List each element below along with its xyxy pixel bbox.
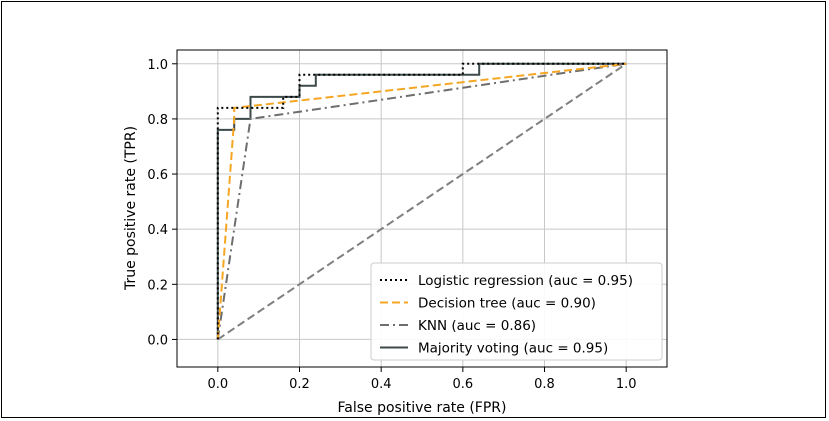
y-tick-label: 0.4 xyxy=(147,223,168,238)
legend-label: Majority voting (auc = 0.95) xyxy=(418,341,608,357)
x-tick-label: 0.2 xyxy=(289,377,310,392)
y-axis-label: True positive rate (TPR) xyxy=(123,126,139,291)
series-layer xyxy=(216,62,627,341)
x-tick-label: 0.6 xyxy=(452,377,473,392)
legend-label: Decision tree (auc = 0.90) xyxy=(418,296,596,312)
y-tick-label: 1.0 xyxy=(147,58,168,73)
y-tick-label: 0.6 xyxy=(147,168,168,183)
y-axis-ticks: 0.0 0.2 0.4 0.6 0.8 1.0 xyxy=(147,58,177,348)
x-tick-label: 0.8 xyxy=(534,377,555,392)
y-tick-label: 0.0 xyxy=(147,333,168,348)
series-line-1 xyxy=(216,62,627,340)
x-axis-label: False positive rate (FPR) xyxy=(338,400,507,416)
series-line-2 xyxy=(216,62,627,340)
x-axis-ticks: 0.0 0.2 0.4 0.6 0.8 1.0 xyxy=(207,367,637,392)
legend-label: KNN (auc = 0.86) xyxy=(418,318,536,334)
chance-diagonal-line xyxy=(217,62,627,341)
legend-label: Logistic regression (auc = 0.95) xyxy=(418,273,633,289)
plot-border xyxy=(176,49,668,368)
y-tick-label: 0.8 xyxy=(147,113,168,128)
x-tick-label: 1.0 xyxy=(616,377,637,392)
x-tick-label: 0.0 xyxy=(207,377,228,392)
y-tick-label: 0.2 xyxy=(147,278,168,293)
legend-box xyxy=(370,262,663,361)
series-line-0 xyxy=(216,62,627,340)
x-tick-label: 0.4 xyxy=(371,377,392,392)
legend: Logistic regression (auc = 0.95) Decision… xyxy=(370,262,663,361)
